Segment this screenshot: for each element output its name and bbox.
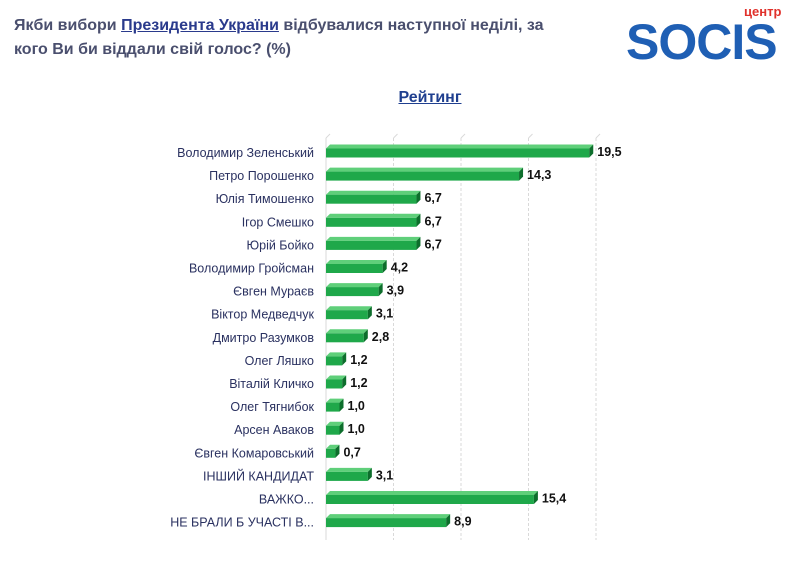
category-label: ВАЖКО...	[259, 493, 314, 507]
bar	[326, 402, 340, 412]
value-label: 1,0	[348, 422, 365, 436]
gridline-top	[595, 133, 601, 139]
logo-brand-text: SOCIS	[626, 14, 777, 66]
value-label: 3,9	[387, 284, 404, 298]
value-label: 4,2	[391, 261, 408, 275]
bar	[326, 287, 379, 297]
bar-side	[335, 444, 340, 458]
bar	[326, 379, 343, 389]
bar	[326, 148, 590, 158]
category-label: Віталій Кличко	[229, 377, 314, 391]
bar-top	[326, 421, 344, 426]
category-label: ІНШИЙ КАНДИДАТ	[203, 468, 314, 483]
value-label: 14,3	[527, 168, 551, 182]
bar-side	[339, 398, 344, 412]
bar-side	[342, 375, 347, 389]
question-text-end: відбувалися наступної неділі, за кого Ви…	[14, 17, 544, 58]
category-label: Олег Тягнибок	[230, 400, 314, 414]
bar-top	[326, 467, 372, 472]
value-label: 6,7	[424, 191, 441, 205]
bar	[326, 310, 368, 320]
value-label: 2,8	[372, 330, 389, 344]
chart-question: Якби вибори Президента України відбували…	[14, 14, 574, 62]
bar-side	[342, 352, 347, 366]
bar-top	[326, 213, 421, 218]
bar	[326, 356, 343, 366]
value-label: 1,2	[350, 376, 367, 390]
bar-top	[326, 329, 368, 334]
category-label: НЕ БРАЛИ Б УЧАСТІ В...	[170, 516, 314, 530]
bar-top	[326, 375, 347, 380]
bar-side	[367, 306, 372, 320]
category-label: Володимир Зеленський	[177, 146, 314, 160]
bar	[326, 194, 417, 204]
category-label: Юрій Бойко	[246, 238, 314, 252]
bar-side	[339, 421, 344, 435]
bar-side	[416, 213, 421, 227]
bar-top	[326, 144, 594, 149]
bar-top	[326, 283, 383, 288]
value-label: 3,1	[376, 307, 393, 321]
bar-top	[326, 514, 451, 519]
bar-side	[446, 514, 451, 528]
socis-logo: центр SOCIS	[626, 4, 781, 66]
gridline-top	[325, 133, 331, 139]
bar-top	[326, 398, 344, 403]
gridline-top	[393, 133, 398, 139]
bar-top	[326, 260, 387, 264]
category-label: Олег Ляшко	[245, 354, 314, 368]
value-label: 0,7	[343, 445, 360, 459]
bar-side	[382, 260, 387, 273]
bar-top	[326, 306, 372, 311]
bar-side	[533, 491, 538, 504]
bar-top	[326, 491, 538, 495]
value-label: 8,9	[454, 515, 471, 529]
value-label: 1,2	[350, 353, 367, 367]
value-label: 19,5	[597, 145, 621, 159]
bar-side	[378, 283, 383, 297]
logo-small-text: центр	[744, 4, 781, 19]
gridline-top	[460, 133, 466, 139]
bar	[326, 217, 417, 227]
bar	[326, 518, 447, 528]
gridline-top	[528, 133, 533, 139]
category-label: Євген Комаровський	[194, 446, 314, 460]
bar	[326, 471, 368, 481]
bar-top	[326, 167, 524, 172]
bar-top	[326, 190, 421, 195]
value-label: 6,7	[424, 237, 441, 251]
bar-top	[326, 352, 347, 357]
bar-side	[363, 329, 368, 343]
bar-side	[367, 467, 372, 481]
bar	[326, 495, 534, 504]
bar	[326, 333, 364, 343]
bar-top	[326, 236, 421, 241]
bar-side	[416, 190, 421, 204]
question-text-start: Якби вибори	[14, 17, 122, 34]
category-label: Арсен Аваков	[234, 423, 314, 437]
bar	[326, 425, 340, 435]
bar	[326, 240, 417, 250]
bar	[326, 171, 520, 181]
value-label: 1,0	[348, 399, 365, 413]
value-label: 6,7	[424, 214, 441, 228]
category-label: Віктор Медведчук	[211, 308, 314, 322]
category-label: Петро Порошенко	[209, 169, 314, 183]
bar-side	[589, 144, 594, 158]
category-label: Юлія Тимошенко	[216, 192, 314, 206]
bar	[326, 264, 383, 273]
bar-side	[416, 236, 421, 250]
question-link-president[interactable]: Президента України	[121, 17, 279, 34]
bar	[326, 448, 336, 458]
category-label: Ігор Смешко	[242, 215, 314, 229]
category-label: Дмитро Разумков	[213, 331, 315, 345]
value-label: 15,4	[542, 492, 566, 506]
category-label: Володимир Гройсман	[189, 262, 314, 276]
category-label: Євген Мураєв	[233, 285, 314, 299]
chart-title: Рейтинг	[398, 89, 462, 106]
bar-top	[326, 444, 340, 449]
bar-side	[519, 167, 524, 181]
value-label: 3,1	[376, 468, 393, 482]
